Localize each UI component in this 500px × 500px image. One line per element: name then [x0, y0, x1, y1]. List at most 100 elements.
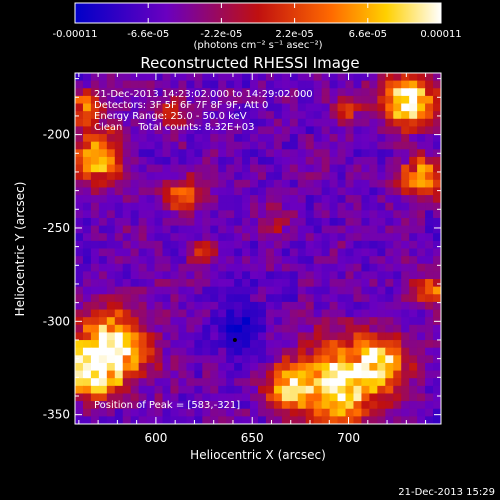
heatmap-cell [194, 164, 203, 173]
heatmap-cell [82, 347, 92, 356]
heatmap-cell [321, 202, 331, 211]
heatmap-cell [297, 286, 307, 295]
heatmap-cell [162, 240, 172, 250]
heatmap-cell [329, 240, 339, 250]
heatmap-cell [409, 279, 418, 288]
heatmap-cell [321, 240, 331, 250]
heatmap-cell [90, 164, 100, 173]
heatmap-cell [202, 332, 211, 341]
heatmap-cell [226, 240, 235, 250]
heatmap-cell [106, 385, 116, 395]
heatmap-cell [242, 156, 251, 166]
heatmap-cell [369, 141, 378, 150]
heatmap-cell [417, 332, 426, 341]
heatmap-cell [75, 324, 84, 334]
heatmap-cell [186, 233, 195, 242]
heatmap-cell [146, 103, 156, 112]
heatmap-cell [154, 126, 164, 135]
heatmap-cell [242, 217, 251, 227]
heatmap-cell [98, 294, 108, 303]
heatmap-cell [98, 210, 108, 219]
heatmap-cell [138, 317, 148, 326]
heatmap-cell [401, 301, 410, 311]
heatmap-cell [353, 286, 363, 295]
heatmap-cell [138, 141, 148, 150]
heatmap-cell [433, 324, 441, 334]
heatmap-cell [345, 340, 355, 349]
heatmap-cell [162, 393, 172, 402]
heatmap-cell [146, 118, 156, 128]
heatmap-cell [321, 195, 331, 204]
heatmap-cell [162, 362, 172, 372]
heatmap-cell [226, 324, 235, 334]
heatmap-cell [146, 73, 156, 82]
heatmap-cell [265, 179, 275, 189]
heatmap-cell [202, 225, 211, 234]
heatmap-cell [114, 179, 124, 189]
heatmap-cell [409, 141, 418, 150]
heatmap-cell [146, 217, 156, 227]
heatmap-cell [281, 202, 291, 211]
heatmap-cell [250, 347, 259, 356]
heatmap-cell [353, 256, 363, 265]
heatmap-cell [305, 195, 315, 204]
heatmap-cell [425, 408, 434, 417]
heatmap-cell [345, 416, 355, 424]
heatmap-cell [401, 309, 410, 318]
heatmap-cell [186, 103, 195, 112]
heatmap-cell [425, 416, 434, 424]
heatmap-cell [234, 317, 243, 326]
heatmap-cell [369, 103, 378, 112]
heatmap-cell [90, 103, 100, 112]
heatmap-cell [401, 324, 410, 334]
heatmap-cell [258, 172, 267, 181]
heatmap-cell [226, 118, 235, 128]
heatmap-cell [305, 317, 315, 326]
heatmap-cell [194, 294, 203, 303]
heatmap-cell [154, 301, 164, 311]
heatmap-cell [265, 393, 275, 402]
heatmap-cell [170, 202, 180, 211]
heatmap-cell [210, 362, 219, 372]
heatmap-cell [218, 385, 227, 395]
heatmap-cell [98, 332, 108, 341]
heatmap-cell [178, 332, 187, 341]
heatmap-cell [329, 408, 339, 417]
heatmap-cell [345, 332, 355, 341]
heatmap-cell [321, 88, 331, 97]
heatmap-cell [353, 378, 363, 387]
heatmap-cell [202, 324, 211, 334]
heatmap-cell [265, 378, 275, 387]
heatmap-cell [329, 88, 339, 97]
heatmap-cell [234, 95, 243, 105]
heatmap-cell [98, 217, 108, 227]
heatmap-cell [369, 225, 378, 234]
heatmap-cell [202, 156, 211, 166]
heatmap-cell [433, 301, 441, 311]
heatmap-cell [194, 385, 203, 395]
heatmap-cell [377, 279, 386, 288]
heatmap-cell [433, 256, 441, 265]
heatmap-cell [297, 347, 307, 356]
heatmap-cell [90, 416, 100, 424]
heatmap-cell [425, 217, 434, 227]
heatmap-cell [353, 279, 363, 288]
heatmap-cell [369, 385, 378, 395]
heatmap-cell [130, 340, 140, 349]
heatmap-cell [130, 156, 140, 166]
heatmap-cell [210, 210, 219, 219]
heatmap-cell [202, 317, 211, 326]
heatmap-cell [234, 355, 243, 364]
heatmap-cell [170, 164, 180, 173]
heatmap-cell [385, 256, 394, 265]
heatmap-cell [281, 217, 291, 227]
heatmap-cell [98, 340, 108, 349]
heatmap-cell [114, 385, 124, 395]
heatmap-cell [138, 95, 148, 105]
heatmap-cell [194, 324, 203, 334]
heatmap-cell [401, 187, 410, 196]
heatmap-cell [154, 217, 164, 227]
heatmap-cell [258, 370, 267, 379]
heatmap-cell [393, 187, 402, 196]
heatmap-cell [75, 355, 84, 364]
